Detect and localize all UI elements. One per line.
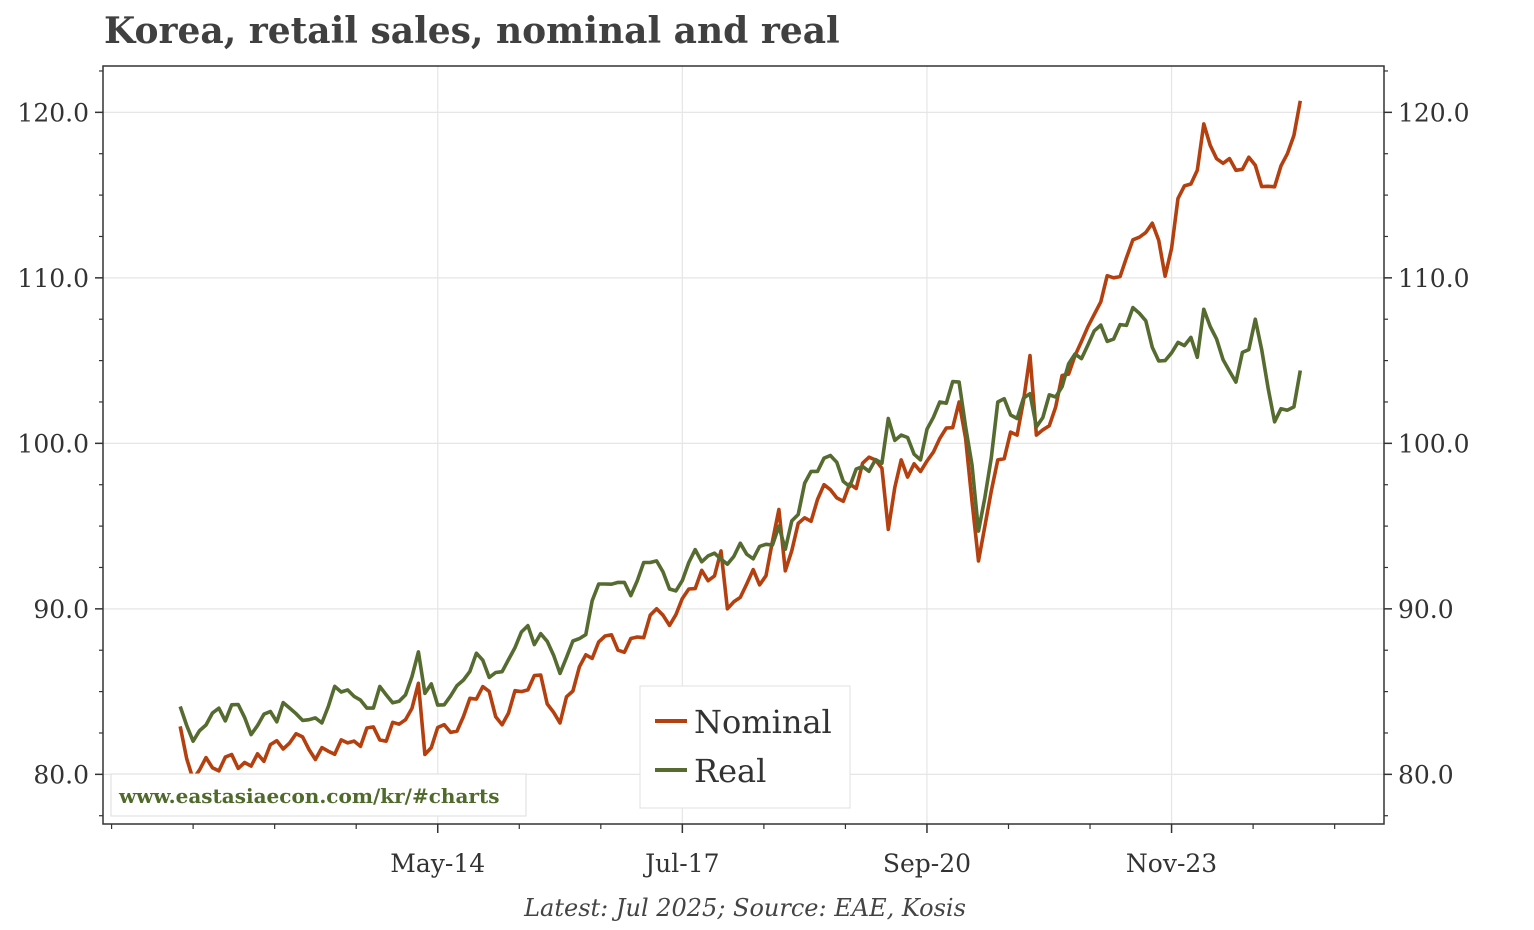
x-tick-label: Sep-20 bbox=[883, 849, 971, 878]
chart-title: Korea, retail sales, nominal and real bbox=[104, 10, 840, 52]
source-footnote: Latest: Jul 2025; Source: EAE, Kosis bbox=[524, 894, 966, 922]
watermark-box bbox=[110, 773, 527, 817]
y-tick-label-right: 100.0 bbox=[1398, 429, 1470, 458]
x-tick-label: May-14 bbox=[390, 849, 485, 878]
series-real-line bbox=[178, 305, 1303, 743]
series-lines bbox=[178, 100, 1303, 782]
x-tick-label: Nov-23 bbox=[1126, 849, 1217, 878]
y-tick-label-right: 90.0 bbox=[1398, 595, 1454, 624]
legend: Nominal Real bbox=[639, 685, 851, 809]
y-tick-label-right: 80.0 bbox=[1398, 760, 1454, 789]
y-tick-label-right: 110.0 bbox=[1398, 264, 1470, 293]
y-tick-label-left: 110.0 bbox=[17, 264, 89, 293]
y-tick-label-left: 100.0 bbox=[17, 429, 89, 458]
legend-box bbox=[639, 685, 851, 809]
watermark-link[interactable]: www.eastasiaecon.com/kr/#charts bbox=[118, 784, 499, 808]
tick-labels: 80.0 80.0 90.0 90.0 100.0 100.0 110.0 110.0 120.… bbox=[17, 98, 1469, 878]
series-nominal-line bbox=[178, 100, 1303, 782]
axis-ticks bbox=[95, 70, 1392, 833]
y-tick-label-left: 80.0 bbox=[33, 760, 89, 789]
legend-label-real: Real bbox=[694, 752, 766, 790]
watermark[interactable]: www.eastasiaecon.com/kr/#charts bbox=[110, 773, 527, 817]
y-tick-label-right: 120.0 bbox=[1398, 98, 1470, 127]
y-tick-label-left: 90.0 bbox=[33, 595, 89, 624]
x-tick-label: Jul-17 bbox=[642, 849, 719, 878]
legend-label-nominal: Nominal bbox=[694, 703, 832, 741]
plot-frame bbox=[102, 65, 1385, 825]
y-tick-label-left: 120.0 bbox=[17, 98, 89, 127]
